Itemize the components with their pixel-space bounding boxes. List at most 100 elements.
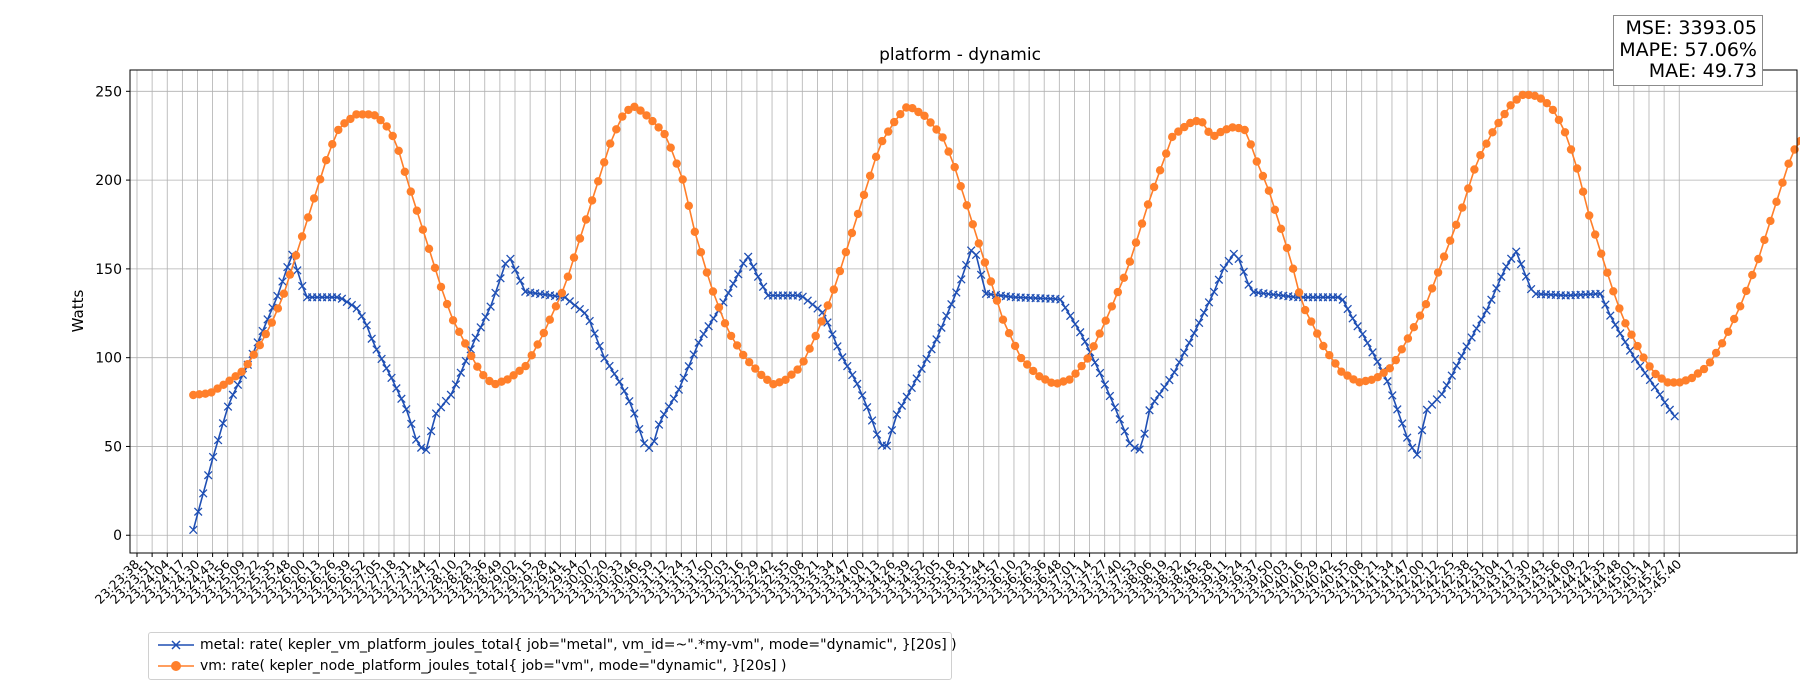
data-point	[481, 312, 490, 322]
data-point	[1120, 427, 1130, 436]
data-point	[696, 248, 706, 257]
data-point	[1113, 287, 1123, 297]
data-point	[1635, 361, 1645, 371]
series-layer	[189, 90, 1800, 535]
data-point	[823, 301, 832, 310]
data-point	[1228, 123, 1237, 132]
data-point	[1379, 368, 1388, 377]
data-point	[1246, 140, 1256, 149]
data-point	[672, 159, 681, 168]
data-point	[352, 110, 361, 119]
data-point	[392, 384, 401, 393]
data-point	[992, 296, 1002, 305]
data-point	[1621, 319, 1630, 328]
data-point	[479, 371, 488, 380]
data-point	[1071, 369, 1080, 378]
data-point	[283, 262, 292, 272]
data-point	[293, 266, 302, 275]
data-point	[669, 394, 679, 403]
data-point	[838, 353, 847, 362]
data-point	[1645, 362, 1654, 371]
data-point	[1075, 328, 1085, 337]
data-point	[1500, 109, 1509, 119]
data-point	[708, 287, 718, 296]
data-point	[659, 410, 669, 419]
data-point	[1107, 302, 1117, 311]
data-point	[944, 147, 953, 156]
data-point	[590, 329, 599, 338]
data-point	[1100, 380, 1110, 389]
data-point	[1572, 164, 1582, 173]
data-point	[1560, 128, 1570, 137]
data-point	[986, 277, 996, 286]
data-point	[1301, 305, 1310, 315]
data-point	[813, 304, 822, 313]
data-point	[261, 329, 270, 339]
data-point	[1711, 348, 1721, 358]
data-point	[231, 372, 240, 381]
data-point	[1252, 157, 1262, 166]
data-point	[1056, 295, 1065, 304]
data-point	[1502, 262, 1511, 271]
data-point	[1591, 230, 1600, 239]
data-point	[563, 272, 573, 281]
data-point	[347, 300, 357, 310]
data-point	[817, 317, 826, 326]
data-point	[1452, 361, 1461, 371]
data-point	[956, 182, 965, 191]
data-point	[337, 294, 347, 303]
data-point	[218, 419, 228, 428]
data-point	[968, 220, 977, 229]
data-point	[648, 116, 657, 126]
y-tick-label: 100	[95, 351, 122, 367]
data-point	[1585, 211, 1594, 220]
data-point	[679, 373, 689, 383]
data-point	[1467, 333, 1476, 342]
data-point	[407, 419, 416, 429]
data-point	[1388, 391, 1397, 400]
data-point	[1234, 254, 1243, 264]
data-point	[1077, 361, 1086, 371]
data-point	[1699, 364, 1709, 374]
data-point	[1150, 396, 1159, 406]
data-point	[859, 190, 869, 200]
data-point	[1421, 300, 1431, 309]
data-point	[998, 315, 1008, 324]
data-point	[748, 262, 758, 272]
data-point	[1790, 145, 1799, 154]
data-point	[1415, 311, 1425, 320]
data-point	[974, 239, 983, 248]
data-point	[1184, 338, 1194, 348]
data-point	[892, 410, 902, 419]
data-point	[714, 303, 724, 312]
data-point	[726, 331, 736, 341]
data-point	[1639, 353, 1648, 362]
data-point	[249, 350, 258, 359]
data-point	[950, 162, 959, 172]
data-point	[1029, 366, 1038, 376]
series-vm	[189, 90, 1800, 400]
data-point	[853, 209, 863, 219]
data-point	[328, 140, 337, 149]
data-point	[471, 333, 480, 343]
data-point	[694, 338, 703, 347]
data-point	[753, 272, 763, 282]
data-point	[1363, 338, 1372, 348]
data-point	[1168, 132, 1177, 142]
data-point	[334, 125, 343, 135]
data-point	[932, 125, 941, 134]
data-point	[1784, 159, 1793, 168]
data-point	[600, 158, 609, 167]
data-point	[267, 318, 276, 327]
data-point	[1403, 334, 1413, 343]
data-point	[1620, 337, 1630, 347]
data-point	[1070, 319, 1080, 329]
data-point	[1670, 412, 1679, 421]
data-point	[1313, 329, 1322, 338]
data-point	[219, 380, 228, 389]
data-point	[273, 304, 283, 313]
data-point	[1010, 341, 1020, 351]
y-tick-label: 250	[95, 84, 122, 100]
data-point	[402, 404, 411, 414]
data-point	[938, 133, 947, 142]
